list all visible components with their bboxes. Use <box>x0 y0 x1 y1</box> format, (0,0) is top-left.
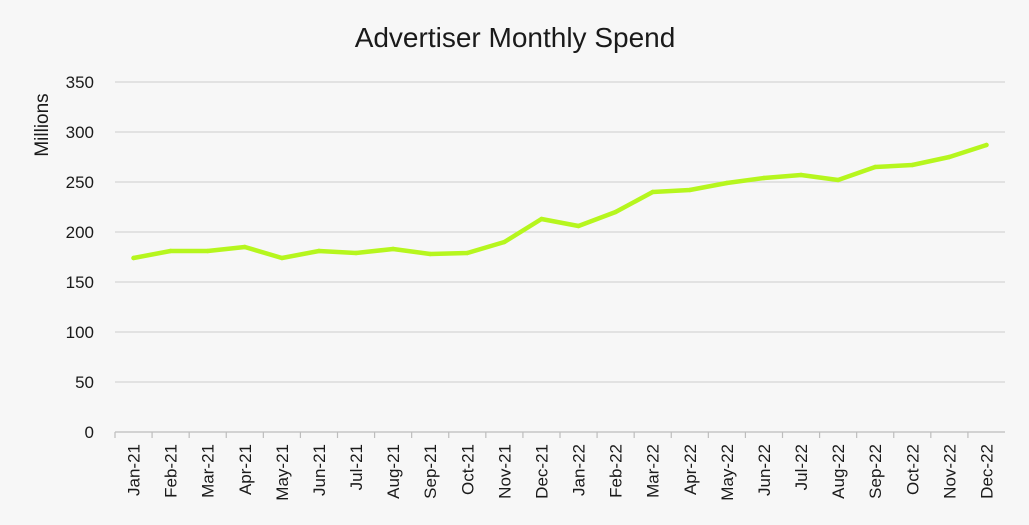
data-point <box>798 172 804 178</box>
data-point <box>502 239 507 245</box>
x-axis-ticks: Jan-21 Feb-21 Mar-21 Apr-21 May-21 Jun-21 Jul-… <box>114 432 996 501</box>
x-tick-label: Oct-22 <box>903 444 922 495</box>
chart-title: Advertiser Monthly Spend <box>355 22 676 53</box>
data-point <box>687 187 692 193</box>
x-tick-label: Jan-22 <box>570 444 589 496</box>
data-point <box>465 250 470 256</box>
y-tick-label: 150 <box>66 273 94 292</box>
data-point <box>279 255 285 261</box>
data-point <box>316 248 322 254</box>
y-tick-label: 300 <box>66 123 94 142</box>
x-tick-label: Nov-22 <box>940 444 959 499</box>
y-tick-label: 50 <box>75 373 94 392</box>
data-point <box>910 162 915 168</box>
x-tick-label: Apr-22 <box>681 444 700 495</box>
data-point <box>873 164 878 170</box>
y-tick-label: 0 <box>85 423 94 442</box>
data-point <box>205 248 210 254</box>
x-tick-label: Jun-22 <box>755 444 774 496</box>
x-tick-label: Sep-22 <box>866 444 885 499</box>
data-point <box>539 216 544 222</box>
x-tick-label: Oct-21 <box>458 444 477 495</box>
y-tick-label: 200 <box>66 223 94 242</box>
x-tick-label: Nov-21 <box>495 444 514 499</box>
x-tick-label: Jul-21 <box>347 444 366 490</box>
x-tick-label: May-22 <box>718 444 737 501</box>
data-point <box>390 246 396 252</box>
x-tick-label: Sep-21 <box>421 444 440 499</box>
x-tick-label: Dec-21 <box>532 444 551 499</box>
x-tick-label: Jul-22 <box>792 444 811 490</box>
data-point <box>576 223 581 229</box>
data-point <box>835 177 841 183</box>
x-tick-label: Aug-21 <box>384 444 403 499</box>
x-tick-label: Dec-22 <box>977 444 996 499</box>
data-point <box>947 154 952 160</box>
y-tick-label: 100 <box>66 323 94 342</box>
y-tick-label: 250 <box>66 173 94 192</box>
data-point <box>724 180 730 186</box>
y-axis-ticks: 0 50 100 150 200 250 300 350 <box>66 73 94 442</box>
x-tick-label: Aug-22 <box>829 444 848 499</box>
data-point <box>613 209 618 215</box>
x-tick-label: May-21 <box>273 444 292 501</box>
data-point <box>242 244 247 250</box>
data-point <box>650 189 655 195</box>
x-tick-label: Jun-21 <box>310 444 329 496</box>
data-point <box>761 175 767 181</box>
y-axis-label: Millions <box>32 93 53 156</box>
gridlines <box>115 81 1005 433</box>
x-tick-label: Apr-21 <box>236 444 255 495</box>
data-point <box>168 248 173 254</box>
x-tick-label: Mar-22 <box>644 444 663 498</box>
x-tick-label: Feb-22 <box>607 444 626 498</box>
data-point <box>131 255 136 261</box>
x-tick-label: Jan-21 <box>125 444 144 496</box>
data-point <box>984 142 989 148</box>
series-line <box>131 142 989 261</box>
y-tick-label: 350 <box>66 73 94 92</box>
data-point <box>428 251 433 257</box>
series-layer <box>131 142 989 261</box>
x-tick-label: Mar-21 <box>199 444 218 498</box>
data-point <box>353 250 359 256</box>
x-tick-label: Feb-21 <box>162 444 181 498</box>
